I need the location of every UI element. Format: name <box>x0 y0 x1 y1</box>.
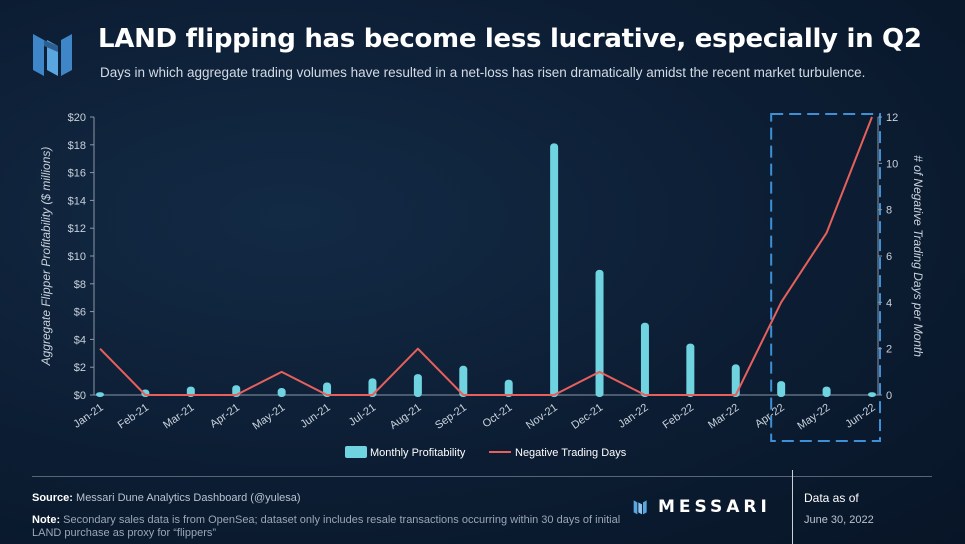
right-tick-label: 0 <box>886 390 892 402</box>
bar <box>868 392 876 397</box>
bar <box>822 386 831 397</box>
x-tick-label: Apr-22 <box>753 402 787 431</box>
left-tick-label: $2 <box>74 362 86 374</box>
x-tick-label: Sep-21 <box>433 402 469 432</box>
bar <box>640 322 649 397</box>
x-tick-label: Jan-22 <box>616 402 650 431</box>
x-tick-label: Oct-21 <box>480 402 514 431</box>
source-text: Messari Dune Analytics Dashboard (@yules… <box>76 492 301 504</box>
x-tick-label: May-21 <box>250 402 287 433</box>
right-tick-label: 12 <box>886 112 898 124</box>
bar <box>777 381 786 397</box>
x-tick-label: Jul-21 <box>347 402 378 429</box>
bar <box>96 392 104 397</box>
left-tick-label: $14 <box>68 195 86 207</box>
right-tick-label: 8 <box>886 205 892 217</box>
messari-logo-icon <box>33 34 72 76</box>
left-tick-label: $10 <box>68 251 86 263</box>
note-line: Note: Secondary sales data is from OpenS… <box>32 514 622 540</box>
x-tick-label: Feb-21 <box>116 402 151 432</box>
left-tick-label: $8 <box>74 279 86 291</box>
x-tick-label: Jan-21 <box>71 402 105 431</box>
legend-label-profitability: Monthly Profitability <box>370 447 466 459</box>
footer-vertical-divider <box>792 470 793 544</box>
left-tick-label: $4 <box>74 334 86 346</box>
data-as-of-date: June 30, 2022 <box>804 514 874 526</box>
bar <box>277 388 286 397</box>
left-tick-label: $12 <box>68 223 86 235</box>
x-tick-label: Dec-21 <box>569 402 605 432</box>
chart-title: LAND flipping has become less lucrative,… <box>98 24 922 54</box>
right-tick-label: 4 <box>886 297 892 309</box>
bar <box>686 343 695 397</box>
left-tick-label: $20 <box>68 112 86 124</box>
bar <box>595 269 604 397</box>
messari-logo-small-icon <box>633 500 647 515</box>
x-tick-label: Aug-21 <box>388 402 424 432</box>
brand-name: MESSARI <box>658 497 771 517</box>
right-axis-label: # of Negative Trading Days per Month <box>911 155 925 357</box>
left-axis-label: Aggregate Flipper Profitability ($ milli… <box>39 147 53 367</box>
chart: $0 $2 $4 $6 $8 $10 $12 $14 $16 $18 $20 0 2 4 6 8 10 12 Agg… <box>39 112 925 459</box>
left-tick-label: $6 <box>74 307 86 319</box>
legend-label-negative-days: Negative Trading Days <box>515 447 627 459</box>
left-tick-label: $18 <box>68 140 86 152</box>
negative-days-line <box>99 116 873 396</box>
highlight-box <box>770 113 881 442</box>
right-tick-label: 10 <box>886 158 898 170</box>
x-tick-label: Feb-22 <box>661 402 696 432</box>
bar <box>550 143 559 397</box>
note-text: Secondary sales data is from OpenSea; da… <box>32 514 621 539</box>
bar <box>504 379 513 397</box>
footer-divider <box>32 476 932 477</box>
chart-subtitle: Days in which aggregate trading volumes … <box>100 65 866 80</box>
right-tick-label: 2 <box>886 344 892 356</box>
source-line: Source: Messari Dune Analytics Dashboard… <box>32 492 301 504</box>
left-tick-label: $16 <box>68 168 86 180</box>
right-tick-label: 6 <box>886 251 892 263</box>
x-tick-label: Jun-21 <box>298 402 332 431</box>
data-as-of-label: Data as of <box>804 491 859 505</box>
note-label: Note: <box>32 514 61 526</box>
x-tick-label: May-22 <box>795 402 832 433</box>
x-tick-label: Apr-21 <box>208 402 242 431</box>
x-tick-label: Jun-22 <box>843 402 877 431</box>
legend-bar-swatch <box>345 446 367 458</box>
bar <box>413 374 422 397</box>
bar <box>459 365 468 397</box>
bar <box>731 364 740 397</box>
x-tick-label: Mar-21 <box>161 402 196 432</box>
x-tick-label: Nov-21 <box>524 402 560 432</box>
messari-brand: MESSARI <box>632 497 771 517</box>
left-tick-label: $0 <box>74 390 86 402</box>
source-label: Source: <box>32 492 73 504</box>
x-tick-label: Mar-22 <box>706 402 741 432</box>
